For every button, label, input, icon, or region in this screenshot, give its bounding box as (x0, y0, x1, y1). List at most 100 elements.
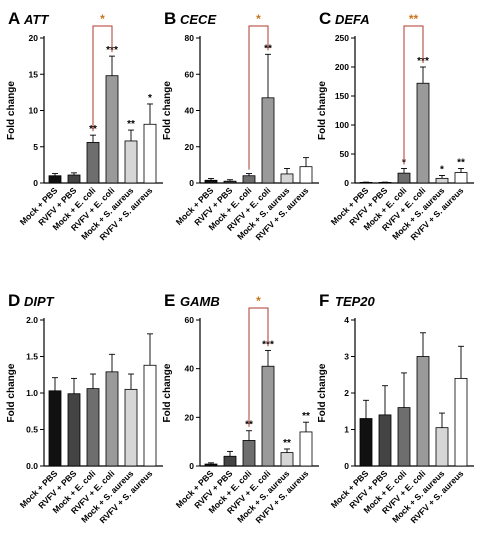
bar (48, 175, 62, 184)
y-tick-label: 15 (29, 69, 39, 79)
panel-title: ATT (23, 12, 49, 27)
y-tick-label: 5 (33, 142, 38, 152)
bar (223, 180, 237, 184)
panel-letter: C (319, 9, 331, 28)
bar (242, 175, 256, 184)
y-tick-label: 10 (29, 106, 39, 116)
bar (299, 431, 313, 467)
significance-bracket (248, 25, 269, 170)
y-tick-label: 0 (189, 178, 194, 188)
bar (86, 388, 100, 467)
bar (397, 407, 411, 467)
y-tick-label: 4 (344, 315, 349, 325)
y-tick-label: 200 (335, 62, 349, 72)
panel-letter: B (164, 9, 176, 28)
y-tick-label: 20 (29, 33, 39, 43)
significance-bracket (248, 307, 269, 427)
bar (124, 140, 138, 184)
panel-title: DIPT (24, 294, 55, 309)
bar (67, 174, 81, 184)
bracket-significance-label: * (256, 12, 261, 26)
panel-letter: F (319, 291, 329, 310)
y-tick-label: 3 (344, 352, 349, 362)
y-tick-label: 40 (185, 106, 195, 116)
panel-title: TEP20 (335, 294, 376, 309)
y-tick-label: 40 (185, 364, 195, 374)
y-axis-label: Fold change (6, 81, 17, 140)
bar (86, 141, 100, 184)
y-tick-label: 2.0 (26, 315, 38, 325)
panel-letter: A (8, 9, 20, 28)
bar (124, 388, 138, 467)
bar (105, 75, 119, 184)
bar (67, 393, 81, 467)
panel-title: DEFA (335, 12, 370, 27)
y-tick-label: 0.5 (26, 425, 38, 435)
y-tick-label: 20 (185, 142, 195, 152)
bar (143, 364, 157, 467)
y-tick-label: 0 (344, 461, 349, 471)
y-tick-label: 50 (340, 149, 350, 159)
significance-bracket (92, 25, 113, 132)
significance-label: ** (302, 411, 310, 422)
y-tick-label: 0 (189, 461, 194, 471)
y-tick-label: 60 (185, 315, 195, 325)
significance-label: * (148, 93, 152, 104)
y-tick-label: 2 (344, 388, 349, 398)
y-tick-label: 1.5 (26, 352, 38, 362)
bracket-significance-label: * (256, 294, 261, 308)
y-axis-label: Fold change (6, 363, 17, 422)
y-tick-label: 250 (335, 33, 349, 43)
y-tick-label: 100 (335, 120, 349, 130)
bar (48, 390, 62, 467)
bar (416, 82, 430, 184)
y-axis-label: Fold change (317, 81, 328, 140)
significance-label: ** (457, 158, 465, 169)
y-axis-label: Fold change (162, 363, 173, 422)
bar (242, 440, 256, 467)
bar (397, 172, 411, 184)
bar (261, 365, 275, 467)
panel-letter: E (164, 291, 175, 310)
bar (435, 427, 449, 467)
bar (378, 414, 392, 467)
bar (143, 123, 157, 184)
y-tick-label: 150 (335, 91, 349, 101)
bar (223, 455, 237, 467)
y-tick-label: 1.0 (26, 388, 38, 398)
bracket-significance-label: ** (409, 12, 419, 26)
panel-letter: D (8, 291, 20, 310)
y-tick-label: 80 (185, 33, 195, 43)
bar (454, 377, 468, 467)
bar (280, 452, 294, 467)
panel-title: CECE (180, 12, 216, 27)
y-tick-label: 0.0 (26, 461, 38, 471)
bar (359, 418, 373, 467)
y-tick-label: 20 (185, 412, 195, 422)
significance-label: ** (283, 438, 291, 449)
y-axis-label: Fold change (162, 81, 173, 140)
bar (261, 97, 275, 184)
y-tick-label: 0 (33, 178, 38, 188)
bar (299, 166, 313, 184)
bar (204, 463, 218, 467)
bar (416, 356, 430, 467)
y-tick-label: 0 (344, 178, 349, 188)
significance-label: ** (127, 119, 135, 130)
bar (454, 172, 468, 184)
y-tick-label: 1 (344, 425, 349, 435)
panel-title: GAMB (180, 294, 220, 309)
bar (280, 173, 294, 184)
significance-bracket (403, 25, 424, 165)
bar (105, 371, 119, 467)
y-tick-label: 60 (185, 69, 195, 79)
bar (204, 179, 218, 184)
y-axis-label: Fold change (317, 363, 328, 422)
